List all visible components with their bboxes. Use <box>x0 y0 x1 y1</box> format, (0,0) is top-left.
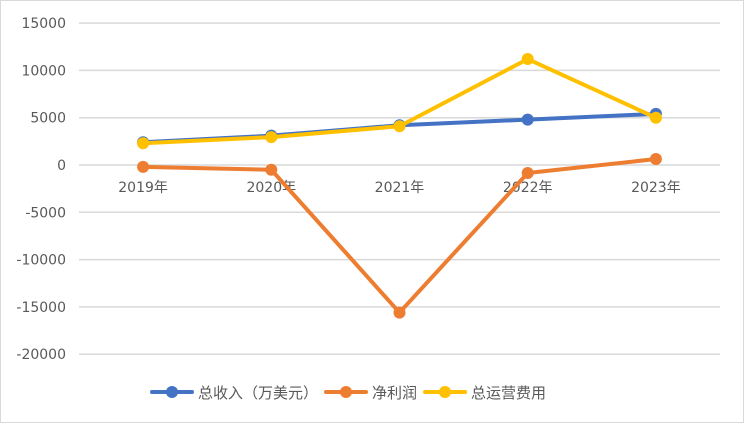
data-point-marker <box>265 163 278 176</box>
legend: 总收入（万美元） 净利润 总运营费用 <box>150 380 546 404</box>
data-point-marker <box>265 131 278 144</box>
x-category-label: 2021年 <box>375 180 425 196</box>
x-category-label: 2023年 <box>631 180 681 196</box>
data-point-marker <box>137 160 150 173</box>
y-tick-label: 0 <box>57 158 66 174</box>
data-point-marker <box>521 113 534 126</box>
data-point-marker <box>649 111 662 124</box>
legend-label: 总收入（万美元） <box>198 383 319 402</box>
legend-marker-icon <box>423 386 468 398</box>
y-tick-label: 10000 <box>21 63 66 79</box>
legend-label: 总运营费用 <box>471 383 547 402</box>
y-tick-label: -5000 <box>25 205 66 221</box>
y-tick-label: 5000 <box>30 111 66 127</box>
data-point-marker <box>649 153 662 166</box>
data-point-marker <box>521 53 534 66</box>
legend-marker-icon <box>324 386 369 398</box>
x-category-label: 2019年 <box>118 180 168 196</box>
y-tick-label: -20000 <box>16 347 66 363</box>
data-point-marker <box>521 167 534 180</box>
data-point-marker <box>393 306 406 319</box>
legend-item-revenue[interactable]: 总收入（万美元） <box>150 382 318 403</box>
legend-label: 净利润 <box>372 383 418 402</box>
legend-marker-icon <box>150 386 194 398</box>
y-tick-label: -10000 <box>16 253 66 269</box>
y-tick-label: 15000 <box>21 16 66 32</box>
data-point-marker <box>393 120 406 133</box>
data-point-marker <box>137 137 150 150</box>
legend-item-operating-expense[interactable]: 总运营费用 <box>423 382 546 403</box>
legend-item-net-profit[interactable]: 净利润 <box>324 382 417 403</box>
y-tick-label: -15000 <box>16 300 66 316</box>
